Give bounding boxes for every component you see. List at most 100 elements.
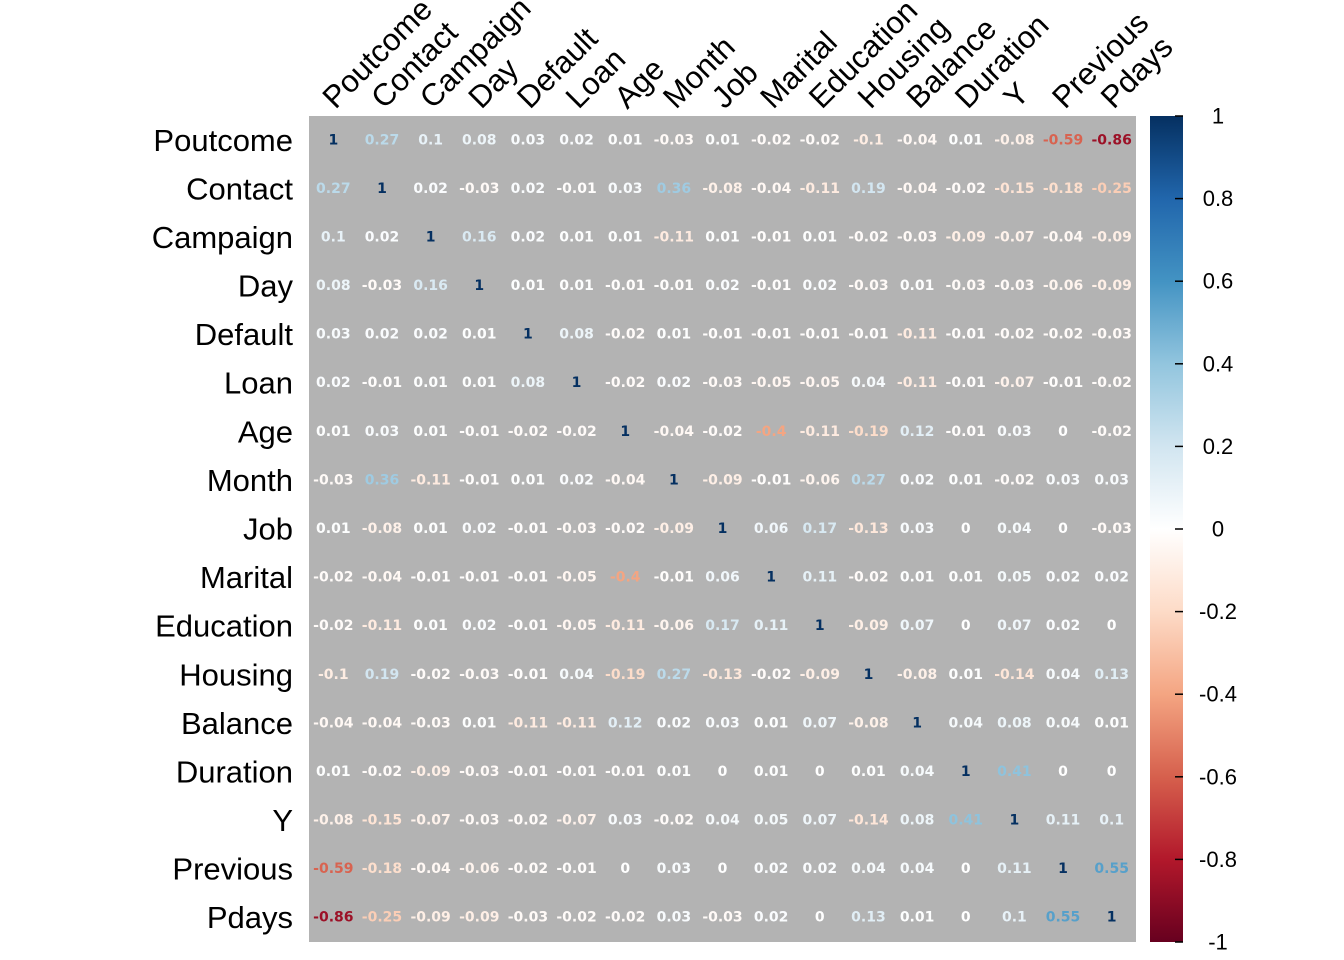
cell-value: -0.01 xyxy=(654,278,694,294)
cell-value: -0.59 xyxy=(313,861,353,877)
cell-value: -0.05 xyxy=(556,570,596,586)
cell-value: -0.09 xyxy=(410,910,450,926)
row-label: Balance xyxy=(181,706,293,741)
colorbar-ticks: 1 0.8 0.6 0.4 0.2 0 -0.2 -0.4 -0.6 -0.8 -1 xyxy=(1175,104,1237,955)
cell-value: 0 xyxy=(718,764,728,780)
cell-value: 0.03 xyxy=(316,327,351,343)
cell-value: 0.02 xyxy=(705,278,740,294)
cell-value: -0.07 xyxy=(556,813,596,829)
row-label: Duration xyxy=(176,754,293,789)
cell-value: 1 xyxy=(912,715,922,731)
cell-value: 0 xyxy=(815,764,825,780)
cell-value: -0.01 xyxy=(459,424,499,440)
cell-value: 0.07 xyxy=(997,618,1032,634)
cell-value: -0.11 xyxy=(800,424,840,440)
cell-value: 0.02 xyxy=(1046,618,1081,634)
column-labels: PoutcomeContactCampaignDayDefaultLoanAge… xyxy=(316,0,1180,115)
cell-value: 0.03 xyxy=(997,424,1032,440)
cell-value: 0.55 xyxy=(1094,861,1129,877)
cell-value: -0.01 xyxy=(410,570,450,586)
cell-value: -0.02 xyxy=(800,132,840,148)
cell-value: -0.03 xyxy=(946,278,986,294)
cell-value: -0.03 xyxy=(702,910,742,926)
cell-value: -0.02 xyxy=(994,472,1034,488)
cell-value: -0.01 xyxy=(508,570,548,586)
cell-value: 0.04 xyxy=(900,861,935,877)
row-label: Poutcome xyxy=(153,123,293,158)
row-label: Housing xyxy=(179,657,293,692)
cell-value: 1 xyxy=(1010,813,1020,829)
cell-value: -0.01 xyxy=(508,667,548,683)
cell-value: 0.01 xyxy=(511,472,546,488)
cell-value: -0.18 xyxy=(1043,181,1083,197)
cell-value: 0.04 xyxy=(1046,715,1081,731)
cell-value: -0.08 xyxy=(702,181,742,197)
cell-value: -0.15 xyxy=(994,181,1034,197)
cell-value: 0.04 xyxy=(900,764,935,780)
cell-value: 0.41 xyxy=(948,813,983,829)
cell-value: 0.02 xyxy=(559,472,594,488)
cell-value: -0.03 xyxy=(897,229,937,245)
cell-value: -0.06 xyxy=(654,618,694,634)
cell-value: -0.02 xyxy=(508,861,548,877)
cell-value: 0.02 xyxy=(511,181,546,197)
cell-value: -0.02 xyxy=(751,667,791,683)
cell-value: 0.08 xyxy=(511,375,546,391)
cell-value: 0.01 xyxy=(413,521,448,537)
cell-value: 0.01 xyxy=(462,715,497,731)
cell-value: 0.05 xyxy=(997,570,1032,586)
cell-value: -0.02 xyxy=(508,813,548,829)
row-label: Education xyxy=(155,609,293,644)
cell-value: -0.01 xyxy=(751,229,791,245)
cell-value: 0.02 xyxy=(413,327,448,343)
row-label: Marital xyxy=(200,560,293,595)
cell-value: 0.19 xyxy=(851,181,886,197)
cell-value: -0.08 xyxy=(313,813,353,829)
cell-value: -0.02 xyxy=(313,570,353,586)
cell-value: -0.19 xyxy=(848,424,888,440)
row-label: Contact xyxy=(186,171,293,206)
cell-value: -0.11 xyxy=(410,472,450,488)
cell-value: -0.01 xyxy=(1043,375,1083,391)
cell-value: -0.01 xyxy=(702,327,742,343)
cell-value: -0.08 xyxy=(994,132,1034,148)
cell-value: -0.4 xyxy=(756,424,787,440)
cell-value: 0.13 xyxy=(851,910,886,926)
cell-value: -0.03 xyxy=(313,472,353,488)
cell-value: -0.08 xyxy=(848,715,888,731)
cell-value: 0.1 xyxy=(418,132,443,148)
cell-value: -0.02 xyxy=(605,327,645,343)
cell-value: -0.04 xyxy=(362,715,403,731)
cell-value: 1 xyxy=(815,618,825,634)
cell-value: -0.02 xyxy=(994,327,1034,343)
cell-value: 0.36 xyxy=(657,181,692,197)
cell-value: -0.1 xyxy=(853,132,884,148)
colorbar-tick-label: 0.2 xyxy=(1203,434,1234,459)
matrix-cells: 1 0.27 0.1 0.08 0.03 0.02 0.01 -0.03 0.01 -0.02 -0… xyxy=(313,132,1132,925)
cell-value: -0.04 xyxy=(751,181,792,197)
cell-value: 0.02 xyxy=(657,715,692,731)
cell-value: -0.02 xyxy=(605,521,645,537)
cell-value: 0.07 xyxy=(900,618,935,634)
cell-value: 0.01 xyxy=(705,132,740,148)
cell-value: 0.41 xyxy=(997,764,1032,780)
cell-value: 0 xyxy=(1058,424,1068,440)
cell-value: 0.01 xyxy=(900,910,935,926)
cell-value: 0.01 xyxy=(851,764,886,780)
cell-value: 0.01 xyxy=(316,764,351,780)
colorbar-tick-label: -0.2 xyxy=(1199,599,1237,624)
cell-value: -0.07 xyxy=(410,813,450,829)
cell-value: 0.02 xyxy=(803,861,838,877)
cell-value: 1 xyxy=(620,424,630,440)
cell-value: -0.01 xyxy=(751,327,791,343)
cell-value: 0.27 xyxy=(365,132,400,148)
cell-value: 0.55 xyxy=(1046,910,1081,926)
cell-value: 0.06 xyxy=(705,570,740,586)
cell-value: 0.01 xyxy=(608,132,643,148)
cell-value: 1 xyxy=(572,375,582,391)
cell-value: 0.11 xyxy=(997,861,1032,877)
cell-value: -0.01 xyxy=(946,327,986,343)
cell-value: -0.01 xyxy=(508,764,548,780)
cell-value: 0.07 xyxy=(803,715,838,731)
colorbar-tick-label: 0.4 xyxy=(1203,351,1234,376)
